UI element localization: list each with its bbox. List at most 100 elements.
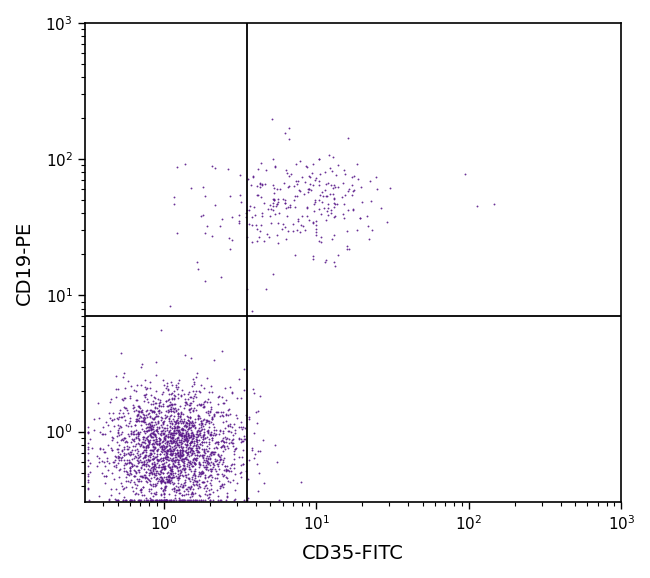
- Point: [187, 437, 198, 446]
- Point: [156, 427, 166, 436]
- Point: [162, 429, 173, 439]
- Point: [311, 217, 321, 226]
- Point: [244, 412, 254, 421]
- Point: [188, 418, 198, 428]
- Point: [186, 466, 196, 475]
- Point: [184, 495, 194, 504]
- Point: [179, 432, 189, 441]
- Point: [134, 474, 144, 483]
- Point: [83, 439, 93, 448]
- Point: [155, 398, 165, 407]
- Point: [168, 472, 179, 481]
- Point: [322, 192, 333, 201]
- Point: [224, 233, 234, 242]
- Point: [138, 459, 148, 468]
- Point: [149, 392, 159, 402]
- Point: [316, 209, 326, 218]
- Point: [200, 228, 211, 237]
- Point: [207, 414, 217, 424]
- Point: [324, 150, 334, 160]
- Point: [176, 443, 187, 453]
- Point: [125, 413, 136, 423]
- Point: [137, 472, 148, 481]
- Point: [142, 495, 152, 504]
- Point: [216, 442, 227, 451]
- Point: [151, 470, 161, 480]
- Point: [382, 217, 392, 227]
- Point: [289, 250, 300, 260]
- Point: [183, 495, 193, 504]
- Point: [151, 447, 162, 456]
- Point: [114, 431, 124, 440]
- Point: [167, 450, 177, 459]
- Point: [201, 416, 211, 425]
- Point: [158, 461, 168, 470]
- Point: [322, 203, 333, 213]
- Point: [201, 461, 211, 470]
- Point: [186, 450, 196, 459]
- Point: [158, 417, 168, 427]
- Point: [218, 411, 228, 420]
- Point: [116, 453, 126, 462]
- Point: [222, 426, 233, 435]
- Point: [176, 410, 186, 419]
- Point: [163, 386, 174, 395]
- Point: [150, 464, 160, 473]
- Point: [226, 438, 236, 447]
- Point: [185, 447, 196, 457]
- Point: [269, 188, 280, 198]
- Point: [170, 438, 180, 447]
- Point: [156, 472, 166, 481]
- Point: [140, 452, 150, 461]
- Point: [164, 450, 175, 459]
- Point: [268, 154, 278, 164]
- Point: [144, 425, 154, 435]
- Point: [129, 403, 139, 412]
- Point: [147, 469, 157, 478]
- Point: [219, 480, 229, 489]
- Point: [204, 459, 214, 468]
- Point: [128, 450, 138, 459]
- Point: [172, 473, 182, 483]
- Point: [229, 464, 240, 473]
- Point: [124, 442, 135, 451]
- Point: [307, 217, 318, 227]
- Point: [84, 435, 95, 444]
- Point: [161, 439, 172, 448]
- Point: [152, 425, 162, 434]
- Point: [161, 476, 172, 485]
- Point: [149, 406, 159, 416]
- Point: [187, 457, 197, 466]
- Point: [172, 409, 183, 418]
- Point: [226, 467, 236, 476]
- Point: [140, 450, 151, 460]
- Point: [164, 476, 175, 486]
- Point: [159, 495, 169, 504]
- Point: [138, 443, 149, 452]
- Point: [139, 446, 150, 455]
- Point: [187, 491, 198, 501]
- Point: [187, 449, 197, 458]
- Point: [188, 431, 199, 440]
- Point: [215, 221, 226, 231]
- Point: [254, 182, 265, 191]
- Point: [176, 439, 186, 448]
- Point: [83, 429, 93, 438]
- Point: [131, 432, 142, 442]
- Point: [320, 191, 331, 201]
- Point: [227, 475, 238, 484]
- Point: [166, 466, 177, 476]
- Point: [217, 346, 228, 355]
- Point: [112, 444, 123, 454]
- Point: [201, 465, 211, 474]
- Point: [252, 181, 262, 190]
- Point: [242, 284, 252, 294]
- Point: [100, 479, 110, 488]
- Point: [152, 466, 162, 475]
- Point: [92, 461, 103, 470]
- Point: [124, 458, 135, 468]
- Point: [181, 432, 191, 441]
- Point: [212, 443, 222, 453]
- Point: [218, 417, 228, 427]
- Point: [206, 484, 216, 494]
